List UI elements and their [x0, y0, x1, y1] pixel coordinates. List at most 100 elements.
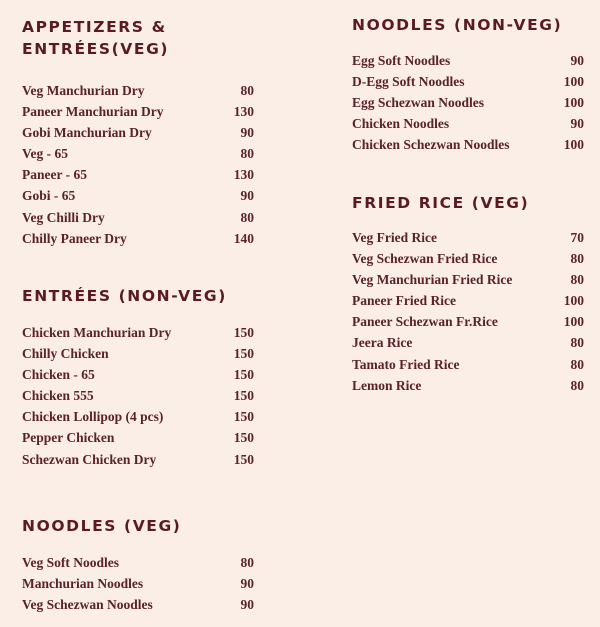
- menu-item-price: 130: [233, 167, 254, 183]
- menu-item-list: Egg Soft Noodles 90 D-Egg Soft Noodles 100 E…: [352, 50, 584, 155]
- menu-item-name: Chilly Chicken: [22, 346, 109, 362]
- menu-item-price: 90: [240, 125, 255, 141]
- menu-item-name: Paneer - 65: [22, 167, 87, 183]
- menu-item: Veg Chilli Dry 80: [22, 207, 254, 228]
- menu-item-name: Tamato Fried Rice: [352, 356, 460, 372]
- menu-item: Lemon Rice 80: [352, 375, 584, 396]
- menu-item-name: Egg Schezwan Noodles: [352, 95, 485, 111]
- menu-item-price: 90: [240, 576, 255, 592]
- menu-item-price: 150: [233, 451, 254, 467]
- section-title: NOODLES (NON-VEG): [352, 16, 563, 34]
- menu-item-name: Gobi - 65: [22, 188, 76, 204]
- menu-item: Manchurian Noodles 90: [22, 573, 254, 594]
- menu-item-name: Chicken Lollipop (4 pcs): [22, 409, 164, 425]
- menu-item: Gobi Manchurian Dry 90: [22, 122, 254, 143]
- menu-item-name: Veg Fried Rice: [352, 230, 437, 245]
- menu-item-list: Veg Soft Noodles 80 Manchurian Noodles 90 Ve…: [22, 552, 254, 615]
- menu-item: Chilly Paneer Dry 140: [22, 228, 254, 249]
- menu-item-name: Veg - 65: [22, 146, 68, 162]
- menu-item-price: 90: [240, 188, 255, 204]
- menu-item: Jeera Rice 80: [352, 332, 584, 353]
- menu-item: Veg Soft Noodles 80: [22, 552, 254, 573]
- menu-item-price: 90: [570, 53, 585, 68]
- menu-item-name: D-Egg Soft Noodles: [352, 74, 465, 90]
- menu-item: Veg Schezwan Noodles 90: [22, 594, 254, 615]
- menu-item-name: Schezwan Chicken Dry: [22, 451, 157, 467]
- menu-item: Veg Manchurian Dry 80: [22, 80, 254, 101]
- menu-item-price: 80: [240, 146, 255, 162]
- menu-item-price: 100: [563, 293, 584, 309]
- menu-item-name: Pepper Chicken: [22, 430, 115, 446]
- menu-item-price: 150: [233, 346, 254, 362]
- menu-item: Tamato Fried Rice 80: [352, 354, 584, 375]
- menu-item-price: 80: [240, 555, 255, 570]
- section-entrees-nonveg: ENTRÉES (NON-VEG) Chicken Manchurian Dry…: [22, 285, 254, 470]
- menu-item-list: Chicken Manchurian Dry 150 Chilly Chicken 1…: [22, 322, 254, 470]
- menu-item-price: 150: [233, 367, 254, 383]
- section-appetizers-veg: APPETIZERS & ENTRÉES(VEG) Veg Manchurian…: [22, 16, 254, 249]
- menu-item: Chicken Manchurian Dry 150: [22, 322, 254, 343]
- menu-item: Egg Schezwan Noodles 100: [352, 92, 584, 113]
- menu-item-name: Chicken 555: [22, 388, 94, 404]
- menu-item: Paneer Fried Rice 100: [352, 290, 584, 311]
- menu-item: Gobi - 65 90: [22, 185, 254, 206]
- menu-item-name: Paneer Fried Rice: [352, 293, 456, 309]
- menu-item-price: 150: [233, 430, 254, 446]
- menu-item: Paneer Manchurian Dry 130: [22, 101, 254, 122]
- menu-item: Chicken 555 150: [22, 385, 254, 406]
- menu-item-price: 150: [233, 409, 254, 425]
- section-title: ENTRÉES (NON-VEG): [22, 287, 227, 305]
- menu-item-price: 80: [570, 251, 585, 267]
- section-title: NOODLES (VEG): [22, 517, 182, 535]
- menu-item-name: Chicken Noodles: [352, 116, 450, 132]
- menu-item: Egg Soft Noodles 90: [352, 50, 584, 71]
- menu-item: Chilly Chicken 150: [22, 343, 254, 364]
- menu-item-price: 80: [570, 377, 585, 393]
- menu-item-list: Veg Fried Rice 70 Veg Schezwan Fried Rice 8…: [352, 227, 584, 396]
- menu-item-name: Veg Soft Noodles: [22, 555, 120, 570]
- section-title: APPETIZERS & ENTRÉES(VEG): [22, 18, 170, 58]
- menu-item-price: 80: [570, 356, 585, 372]
- section-fried-rice-veg: FRIED RICE (VEG) Veg Fried Rice 70 Veg Sch…: [352, 192, 584, 396]
- menu-item: Veg Fried Rice 70: [352, 227, 584, 248]
- menu-item-price: 100: [563, 95, 584, 111]
- menu-item-name: Veg Manchurian Dry: [22, 83, 145, 98]
- menu-item-price: 100: [563, 314, 584, 330]
- menu-item-price: 90: [240, 597, 255, 613]
- menu-item-name: Paneer Manchurian Dry: [22, 104, 164, 120]
- menu-item: D-Egg Soft Noodles 100: [352, 71, 584, 92]
- menu-item-name: Lemon Rice: [352, 377, 422, 393]
- menu-item: Chicken Lollipop (4 pcs) 150: [22, 406, 254, 427]
- menu-item-price: 80: [240, 83, 255, 98]
- menu-item-name: Chicken - 65: [22, 367, 95, 383]
- menu-item-name: Veg Schezwan Fried Rice: [352, 251, 498, 267]
- menu-item: Paneer Schezwan Fr.Rice 100: [352, 311, 584, 332]
- menu-item-name: Veg Schezwan Noodles: [22, 597, 153, 613]
- section-noodles-veg: NOODLES (VEG) Veg Soft Noodles 80 Manchuri…: [22, 515, 254, 615]
- menu-item-price: 130: [233, 104, 254, 120]
- menu-item-price: 70: [570, 230, 585, 245]
- menu-item-name: Gobi Manchurian Dry: [22, 125, 152, 141]
- menu-item: Veg - 65 80: [22, 143, 254, 164]
- section-noodles-nonveg: NOODLES (NON-VEG) Egg Soft Noodles 90 D-Eg…: [352, 14, 584, 155]
- menu-item-price: 100: [563, 137, 584, 153]
- menu-item: Chicken - 65 150: [22, 364, 254, 385]
- menu-item-name: Paneer Schezwan Fr.Rice: [352, 314, 498, 330]
- menu-item-name: Chicken Schezwan Noodles: [352, 137, 510, 153]
- menu-item-list: Veg Manchurian Dry 80 Paneer Manchurian Dr…: [22, 80, 254, 249]
- menu-item-name: Chicken Manchurian Dry: [22, 325, 172, 340]
- menu-item: Paneer - 65 130: [22, 164, 254, 185]
- menu-item-price: 150: [233, 388, 254, 404]
- menu-item-name: Veg Chilli Dry: [22, 209, 105, 225]
- menu-item-name: Jeera Rice: [352, 335, 413, 351]
- section-title: FRIED RICE (VEG): [352, 194, 530, 212]
- menu-item-price: 150: [233, 325, 254, 340]
- menu-item-price: 140: [233, 230, 254, 246]
- menu-item-name: Veg Manchurian Fried Rice: [352, 272, 513, 288]
- menu-item: Chicken Noodles 90: [352, 113, 584, 134]
- menu-item-price: 80: [240, 209, 255, 225]
- menu-item: Chicken Schezwan Noodles 100: [352, 134, 584, 155]
- menu-item-price: 80: [570, 335, 585, 351]
- menu-item-price: 90: [570, 116, 585, 132]
- menu-item: Pepper Chicken 150: [22, 427, 254, 448]
